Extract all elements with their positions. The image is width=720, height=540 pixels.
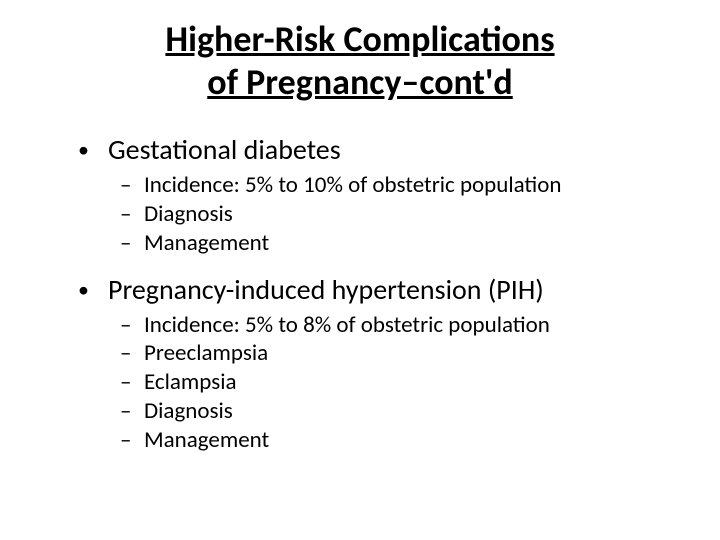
sub-list: Incidence: 5% to 10% of obstetric popula… <box>108 171 660 257</box>
bullet-pih: Pregnancy-induced hypertension (PIH) Inc… <box>108 272 660 455</box>
title-line-1: Higher-Risk Complications <box>165 17 554 61</box>
title-line-2: of Pregnancy–cont'd <box>207 60 513 104</box>
sub-item: Management <box>144 229 660 258</box>
slide-title: Higher-Risk Complications of Pregnancy–c… <box>60 18 660 104</box>
bullet-label: Gestational diabetes <box>108 132 341 167</box>
sub-item: Diagnosis <box>144 200 660 229</box>
sub-item: Management <box>144 426 660 455</box>
sub-list: Incidence: 5% to 8% of obstetric populat… <box>108 311 660 455</box>
sub-item: Incidence: 5% to 8% of obstetric populat… <box>144 311 660 340</box>
bullet-label: Pregnancy-induced hypertension (PIH) <box>108 272 544 307</box>
sub-item: Eclampsia <box>144 368 660 397</box>
sub-item: Diagnosis <box>144 397 660 426</box>
sub-item: Incidence: 5% to 10% of obstetric popula… <box>144 171 660 200</box>
bullet-gestational-diabetes: Gestational diabetes Incidence: 5% to 10… <box>108 132 660 257</box>
sub-item: Preeclampsia <box>144 339 660 368</box>
main-bullet-list: Gestational diabetes Incidence: 5% to 10… <box>60 132 660 454</box>
